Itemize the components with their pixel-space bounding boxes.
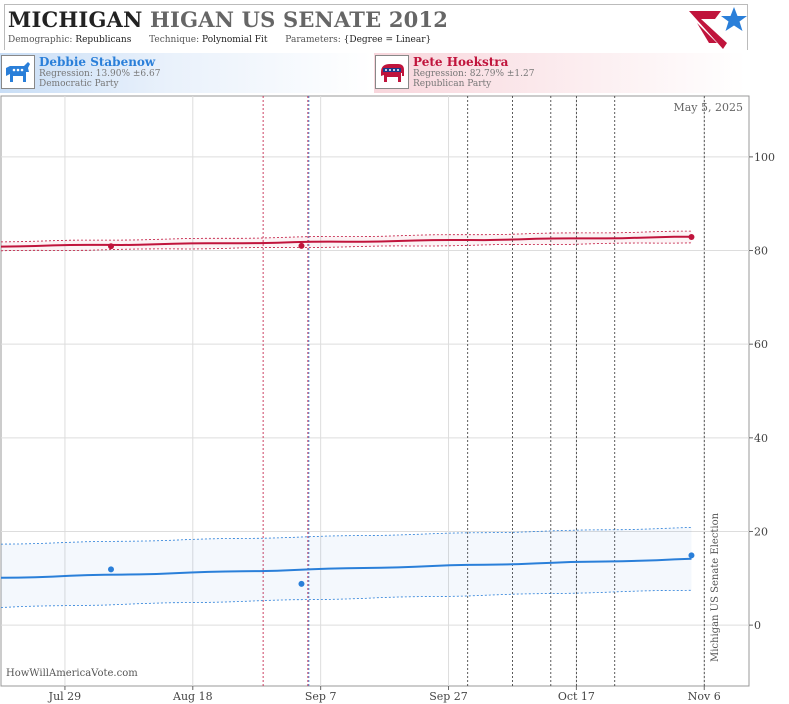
chart-title: MICHIGAN HIGAN US SENATE 2012 bbox=[8, 7, 448, 32]
y-tick-label: 0 bbox=[754, 619, 761, 632]
plot-frame bbox=[0, 95, 750, 687]
candidate-party: Republican Party bbox=[413, 79, 492, 89]
x-tick-label: Aug 18 bbox=[172, 690, 213, 703]
y-tick-label: 80 bbox=[754, 245, 768, 258]
candidate-party: Democratic Party bbox=[39, 79, 119, 89]
chart-header: MICHIGAN HIGAN US SENATE 2012 Demographi… bbox=[4, 4, 748, 50]
trend-line bbox=[0, 557, 692, 579]
x-tick-label: Sep 7 bbox=[305, 690, 337, 703]
site-logo-icon bbox=[689, 7, 747, 49]
parameters-value: {Degree = Linear} bbox=[343, 35, 432, 45]
band-upper-line bbox=[0, 527, 692, 545]
x-tick-label: Sep 27 bbox=[429, 690, 468, 703]
candidate-regression: Regression: 82.79% ±1.27 bbox=[413, 69, 535, 79]
poll-point bbox=[298, 242, 305, 249]
poll-point bbox=[688, 233, 695, 240]
trend-line bbox=[0, 235, 692, 248]
technique-value: Polynomial Fit bbox=[202, 35, 268, 45]
poll-point bbox=[108, 566, 114, 573]
poll-point bbox=[688, 552, 695, 559]
y-tick-label: 20 bbox=[754, 525, 768, 538]
parameters-label: Parameters: bbox=[285, 35, 341, 45]
candidate-name: Pete Hoekstra bbox=[413, 55, 509, 69]
poll-point bbox=[298, 580, 305, 587]
candidate-card-dem: Debbie Stabenow Regression: 13.90% ±6.67… bbox=[0, 53, 372, 93]
poll-point bbox=[108, 243, 114, 250]
elephant-icon bbox=[375, 55, 409, 89]
candidate-card-rep: Pete Hoekstra Regression: 82.79% ±1.27 R… bbox=[374, 53, 746, 93]
demographic-value: Republicans bbox=[75, 35, 132, 45]
election-label: Michigan US Senate Election bbox=[710, 512, 721, 662]
candidate-name: Debbie Stabenow bbox=[39, 55, 156, 69]
date-stamp: May 5, 2025 bbox=[673, 101, 743, 114]
demographic-label: Demographic: bbox=[8, 35, 73, 45]
band-lower-line bbox=[0, 589, 692, 608]
y-tick-label: 40 bbox=[754, 432, 768, 445]
x-tick-label: Nov 6 bbox=[688, 690, 721, 703]
title-race: HIGAN US SENATE 2012 bbox=[150, 7, 449, 32]
y-tick-label: 100 bbox=[754, 151, 775, 164]
title-state: MICHIGAN bbox=[8, 7, 143, 32]
candidate-regression: Regression: 13.90% ±6.67 bbox=[39, 69, 161, 79]
x-tick-label: Jul 29 bbox=[48, 690, 82, 703]
donkey-icon bbox=[1, 55, 35, 89]
watermark: HowWillAmericaVote.com bbox=[6, 668, 138, 679]
technique-label: Technique: bbox=[149, 35, 200, 45]
band-upper-line bbox=[0, 230, 692, 243]
x-tick-label: Oct 17 bbox=[558, 690, 595, 703]
chart-parameters: Demographic: Republicans Technique: Poly… bbox=[8, 35, 431, 45]
band-lower-line bbox=[0, 242, 692, 252]
y-tick-label: 60 bbox=[754, 338, 768, 351]
